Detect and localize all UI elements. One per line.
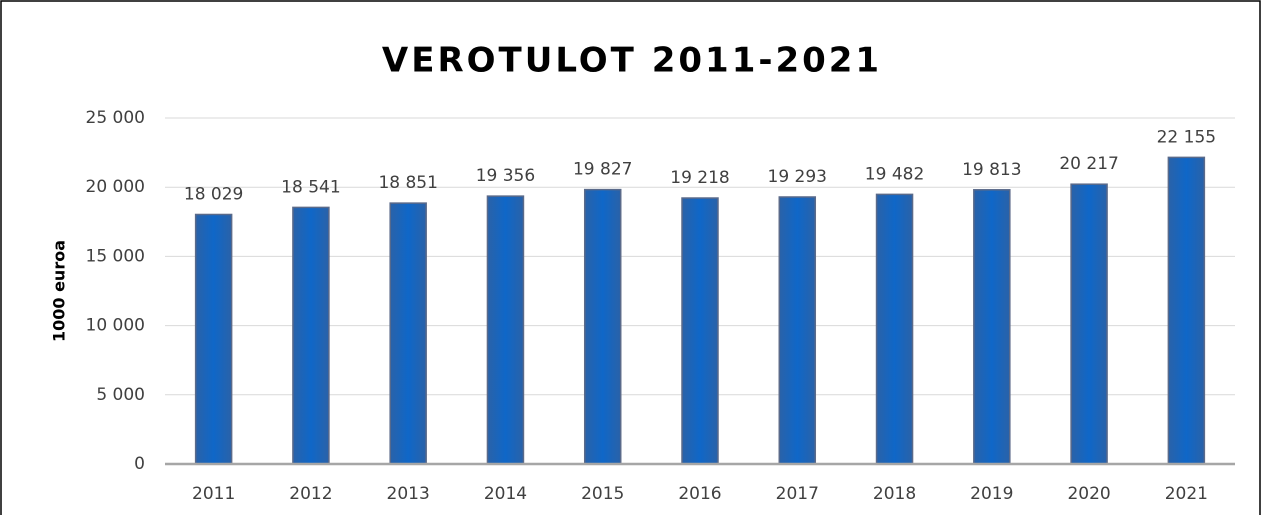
x-tick-label: 2019 xyxy=(970,484,1013,504)
data-label: 20 217 xyxy=(1059,154,1118,174)
y-tick-label: 10 000 xyxy=(86,316,145,336)
bar xyxy=(875,193,914,465)
x-tick-label: 2015 xyxy=(581,484,624,504)
bar xyxy=(194,213,233,465)
data-label: 18 029 xyxy=(184,184,243,204)
bar xyxy=(389,202,427,465)
x-tick-label: 2017 xyxy=(776,484,819,504)
data-label: 19 813 xyxy=(962,160,1021,180)
chart-title: VEROTULOT 2011-2021 xyxy=(382,41,882,81)
x-tick-label: 2012 xyxy=(289,484,332,504)
x-tick-label: 2016 xyxy=(678,484,721,504)
bar xyxy=(681,197,719,465)
data-label: 22 155 xyxy=(1157,127,1216,147)
y-axis-label: 1000 euroa xyxy=(50,240,69,342)
x-tick-label: 2014 xyxy=(484,484,527,504)
data-label: 19 482 xyxy=(865,164,924,184)
bar xyxy=(1070,183,1108,465)
data-label: 19 827 xyxy=(573,160,632,180)
data-label: 18 541 xyxy=(281,177,340,197)
x-tick-label: 2020 xyxy=(1067,484,1110,504)
x-tick-label: 2013 xyxy=(387,484,430,504)
x-tick-label: 2021 xyxy=(1165,484,1208,504)
x-tick-label: 2018 xyxy=(873,484,916,504)
data-label: 19 293 xyxy=(768,167,827,187)
y-tick-label: 15 000 xyxy=(86,246,145,266)
data-label: 19 218 xyxy=(670,168,729,188)
y-tick-label: 20 000 xyxy=(86,177,145,197)
bar xyxy=(486,195,525,465)
x-tick-label: 2011 xyxy=(192,484,235,504)
y-tick-label: 5 000 xyxy=(96,385,145,405)
bar xyxy=(973,189,1011,465)
data-label: 19 356 xyxy=(476,166,535,186)
bar xyxy=(778,196,817,465)
bar xyxy=(1167,156,1206,465)
bar xyxy=(292,206,330,465)
data-label: 18 851 xyxy=(378,173,437,193)
y-tick-label: 25 000 xyxy=(86,108,145,128)
y-tick-label: 0 xyxy=(134,454,145,474)
bar xyxy=(583,188,622,465)
